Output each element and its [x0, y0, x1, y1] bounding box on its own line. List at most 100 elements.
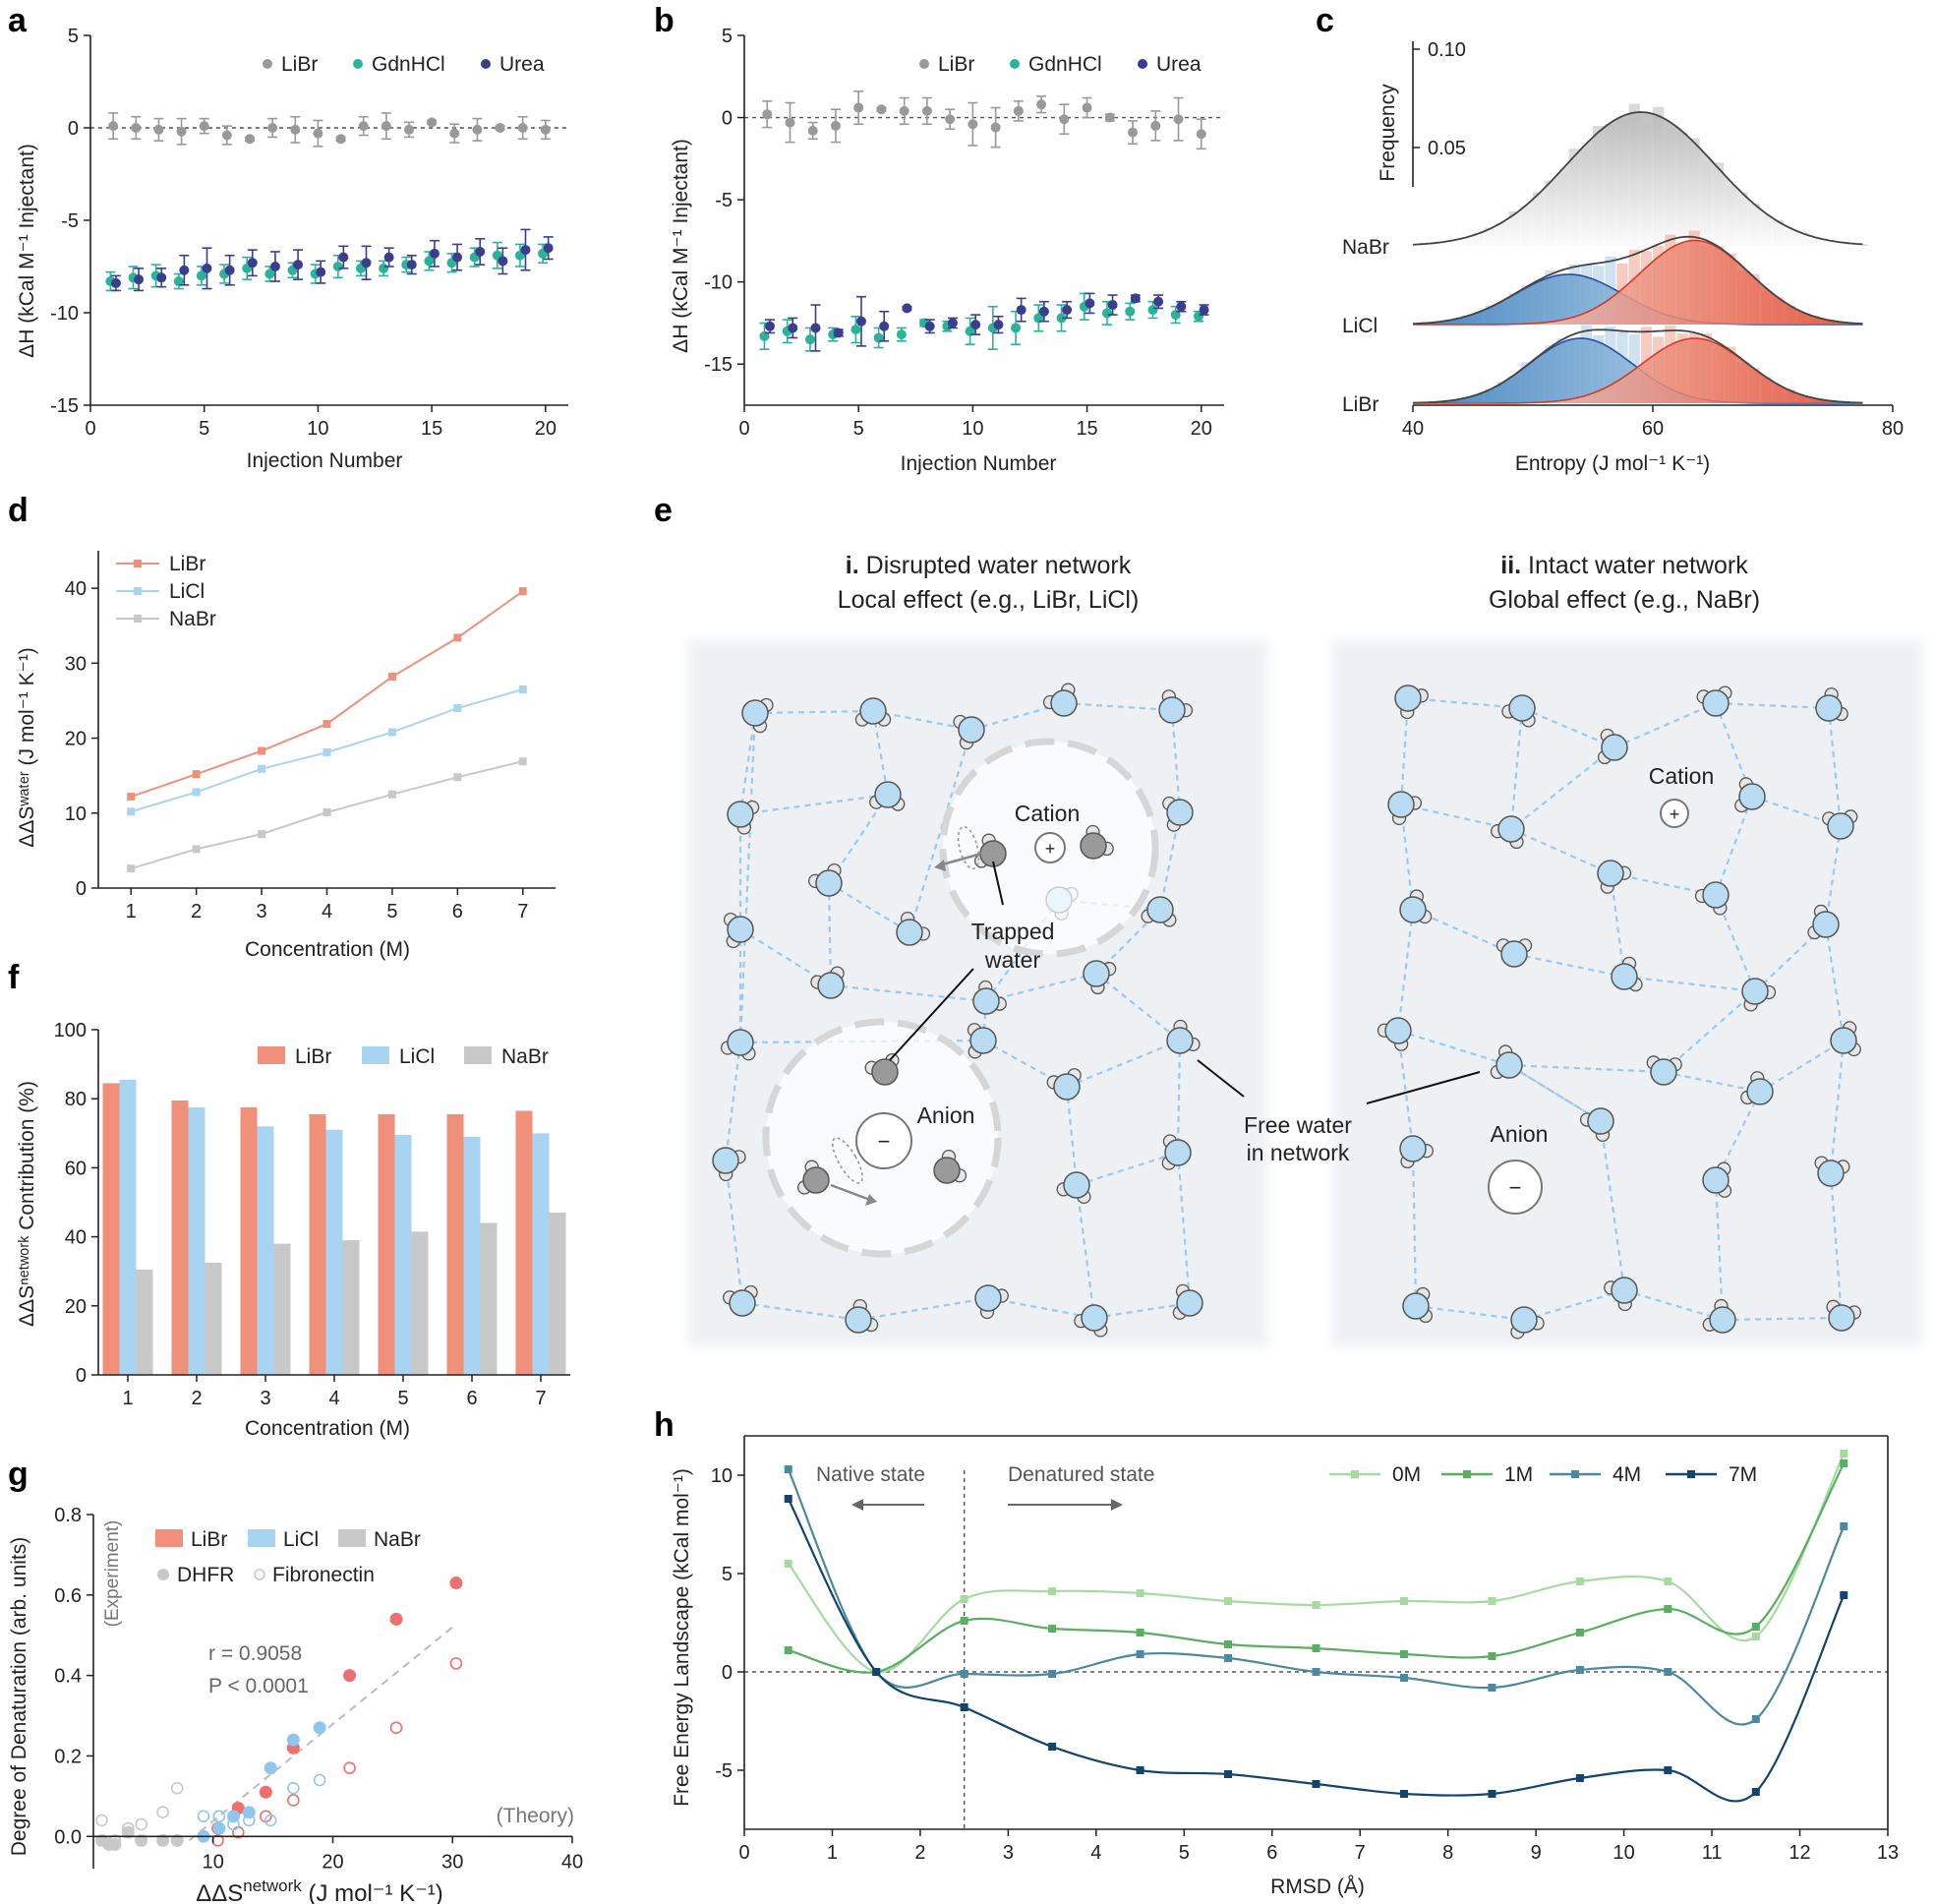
- data-point-4m: [1312, 1668, 1320, 1676]
- data-point-0m: [784, 1560, 792, 1568]
- x-tick-label: 40: [1402, 418, 1424, 440]
- hydrogen-bond: [1714, 702, 1754, 798]
- data-point-licl: [518, 685, 527, 694]
- water-molecule: [1807, 904, 1840, 940]
- x-tick-label: 15: [421, 418, 442, 440]
- trapped-water-label-line1: Trapped: [971, 919, 1055, 944]
- x-tick-label: 4: [322, 901, 332, 922]
- data-point-urea: [406, 260, 417, 270]
- panel-label-c: c: [1316, 2, 1334, 39]
- data-point-7m: [1488, 1790, 1496, 1798]
- data-point-7m: [872, 1668, 881, 1676]
- y-tick-label: 100: [54, 1020, 87, 1041]
- data-point-urea: [902, 303, 912, 314]
- hydrogen-bond: [739, 793, 889, 816]
- hydrogen-bond: [1508, 1064, 1602, 1122]
- x-tick-label: 40: [561, 1851, 583, 1873]
- y-tick-label: 0: [722, 1662, 733, 1684]
- hydrogen-bond: [871, 710, 890, 796]
- x-tick-label: 7: [535, 1388, 546, 1409]
- data-point-libr: [472, 124, 483, 135]
- data-point-urea: [1107, 300, 1118, 311]
- oxygen-atom: [1500, 940, 1528, 968]
- y-tick-label: -15: [704, 354, 733, 376]
- data-point-urea: [383, 252, 394, 263]
- panel-e-left-network: [712, 683, 1203, 1338]
- hydrogen-bond: [828, 882, 910, 933]
- series-line-0m: [787, 1453, 1846, 1674]
- legend-swatch-libr: [258, 1046, 285, 1064]
- data-point-4m: [1751, 1715, 1760, 1723]
- anion-icon: [855, 1112, 912, 1169]
- data-point-libr: [176, 126, 187, 137]
- hydrogen-bond: [830, 983, 987, 1003]
- data-point-dhfr-licl: [286, 1733, 300, 1747]
- legend-marker-4m: [1571, 1470, 1579, 1478]
- hydrogen-bond: [857, 1296, 989, 1322]
- hydrogen-bond: [1523, 1288, 1625, 1322]
- x-tick-label: 13: [1877, 1842, 1899, 1864]
- panel-c-axes: 40 60 80 0.10 0.05: [1402, 39, 1904, 440]
- diffusion-arrow: [830, 1183, 871, 1202]
- panel-a-axes: 0 5 10 15 20 5 0 -5 -10 -15: [50, 26, 568, 440]
- panel-label-f: f: [8, 959, 20, 996]
- water-molecule: [1042, 683, 1078, 717]
- bar-nabr: [205, 1262, 222, 1375]
- x-tick-label: 10: [307, 418, 328, 440]
- oxygen-atom: [1158, 696, 1186, 724]
- oxygen-atom: [1709, 1306, 1736, 1334]
- oxygen-atom: [1063, 1171, 1090, 1199]
- data-point-1m: [1048, 1625, 1057, 1633]
- y-tick-label: 0: [722, 108, 733, 130]
- data-point-licl: [127, 807, 136, 816]
- hydrogen-bond: [1400, 803, 1512, 831]
- data-point-fibronectin-licl: [313, 1773, 326, 1787]
- oxygen-atom: [1166, 799, 1194, 826]
- x-tick-label: 5: [397, 1388, 408, 1409]
- data-point-libr: [807, 125, 818, 136]
- data-point-urea: [788, 323, 798, 333]
- y-tick-label: 80: [65, 1089, 87, 1110]
- panel-f-marks: [102, 1079, 566, 1375]
- x-tick-label: 12: [1788, 1842, 1810, 1864]
- data-point-0m: [960, 1595, 968, 1603]
- data-point-urea: [247, 258, 258, 268]
- trapped-water-molecule: [1080, 824, 1114, 860]
- data-point-licl: [387, 728, 396, 737]
- rotation-hint: [957, 825, 980, 870]
- data-point-nabr: [387, 790, 396, 799]
- data-point-dhfr-nabr: [170, 1833, 184, 1847]
- data-point-gdnhcl: [804, 334, 815, 345]
- bar-libr: [446, 1113, 464, 1375]
- component-fill: [1413, 274, 1863, 325]
- panel-g-axes: 10 20 30 40 0.0 0.2 0.4 0.6 0.8: [54, 1505, 583, 1873]
- panel-a-legend: LiBr GdnHCl Urea: [263, 53, 545, 76]
- panel-f-legend: LiBr LiCl NaBr: [258, 1045, 549, 1068]
- bar-nabr: [411, 1231, 429, 1375]
- legend-label-nabr: NaBr: [501, 1045, 549, 1068]
- hydrogen-bond: [1663, 990, 1756, 1073]
- y-tick-label: 0.8: [54, 1505, 82, 1526]
- free-water-pointer-2: [1366, 1071, 1481, 1104]
- data-point-fibronectin-licl: [264, 1814, 277, 1827]
- legend-marker-gdnhcl: [353, 59, 363, 69]
- oxygen-atom: [1812, 911, 1840, 938]
- anion-label-left: Anion: [917, 1102, 975, 1128]
- data-point-urea: [833, 327, 844, 338]
- data-point-fibronectin-nabr: [122, 1821, 135, 1835]
- oxygen-atom: [1495, 1051, 1523, 1079]
- data-point-libr: [853, 102, 864, 113]
- water-molecule: [1162, 796, 1194, 832]
- panel-label-e: e: [654, 492, 673, 529]
- hydrogen-bond: [1176, 1152, 1192, 1304]
- hydrogen-bond: [754, 709, 874, 715]
- y-tick-label: 40: [65, 1227, 87, 1249]
- y-tick-label: -5: [61, 210, 79, 232]
- data-point-7m: [1048, 1743, 1057, 1751]
- rotation-hint: [832, 1137, 863, 1184]
- oxygen-atom: [1508, 694, 1536, 722]
- water-molecule: [854, 697, 892, 727]
- data-point-urea: [810, 323, 821, 333]
- oxygen-atom: [1399, 896, 1427, 923]
- oxygen-atom: [1083, 960, 1110, 987]
